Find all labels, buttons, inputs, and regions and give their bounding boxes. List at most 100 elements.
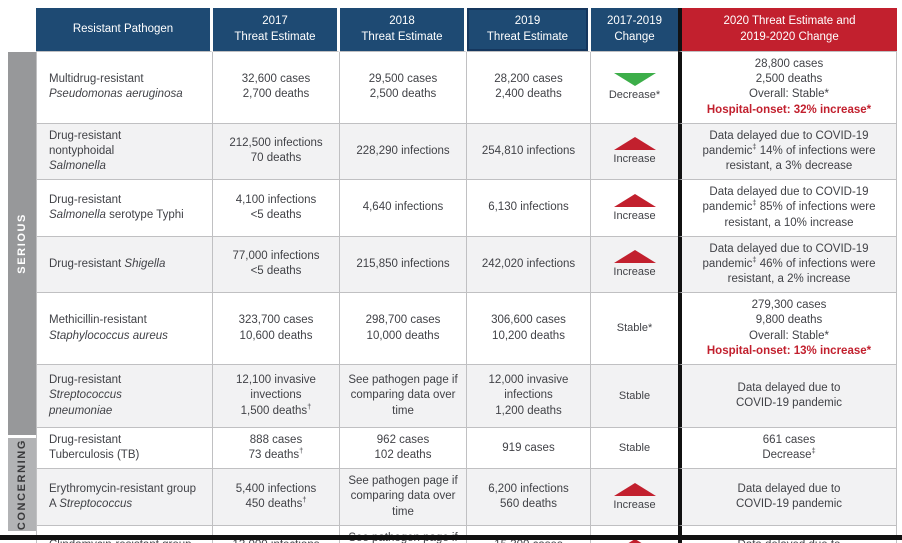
pathogen-name-segment: Tuberculosis (TB) bbox=[49, 449, 140, 462]
pathogen-name-line: Staphylococcus aureus bbox=[49, 329, 205, 344]
pathogen-name-segment: Methicillin-resistant bbox=[49, 314, 147, 327]
change-label: Stable bbox=[618, 441, 651, 454]
estimate-line: 560 deaths bbox=[500, 498, 557, 511]
column-header-line: Threat Estimate bbox=[361, 30, 443, 43]
pathogen-name-segment: Drug-resistant bbox=[49, 257, 125, 270]
column-header-2019: 2019 Threat Estimate bbox=[467, 8, 591, 52]
estimate-cell-2019: 306,600 cases 10,200 deaths bbox=[467, 293, 591, 365]
pathogen-name-line: Methicillin-resistant bbox=[49, 313, 205, 328]
estimate-line: 9,800 deaths bbox=[755, 314, 823, 327]
change-label: Increase bbox=[613, 153, 656, 166]
estimate-cell-2019: 919 cases bbox=[467, 427, 591, 470]
footnote-dagger-mark: ‡ bbox=[752, 255, 757, 265]
estimate-line: 2,400 deaths bbox=[495, 88, 562, 101]
footnote-dagger-mark: ‡ bbox=[811, 446, 816, 456]
pathogen-name-italic-segment: Salmonella bbox=[49, 160, 106, 173]
estimate-line: 661 cases bbox=[762, 433, 816, 446]
estimate-cell-2018: 215,850 infections bbox=[340, 236, 467, 294]
column-header-line: Threat Estimate bbox=[486, 30, 569, 43]
change-cell: Stable bbox=[591, 364, 678, 428]
estimate-line: 919 cases bbox=[502, 441, 555, 454]
estimate-line: 242,020 infections bbox=[481, 257, 576, 270]
estimate-line: 102 deaths bbox=[374, 449, 432, 462]
table-row-concerning: Erythromycin-resistant group A Streptococ… bbox=[36, 469, 897, 526]
pathogen-name-cell: Drug-resistant Streptococcus pneumoniae bbox=[36, 364, 213, 428]
estimate-line: Data delayed due to COVID-19 pandemic‡ 8… bbox=[702, 186, 876, 229]
change-cell: Increase bbox=[591, 236, 678, 294]
footnote-dagger-mark: † bbox=[302, 495, 307, 505]
estimate-line: Data delayed due to bbox=[689, 538, 889, 543]
estimate-cell-2020: 661 cases Decrease‡ bbox=[678, 427, 897, 470]
estimate-cell-2017: 5,400 infections 450 deaths† bbox=[213, 469, 340, 526]
column-header-change: 2017-2019 Change bbox=[591, 8, 678, 52]
estimate-line: <5 deaths bbox=[250, 265, 302, 278]
pathogen-name-italic-segment: Streptococcus bbox=[59, 498, 133, 511]
estimate-cell-2019: 6,130 infections bbox=[467, 180, 591, 237]
pathogen-name-line: Streptococcus bbox=[49, 388, 205, 403]
estimate-line: 12,000 invasive infections bbox=[488, 374, 569, 402]
estimate-line: 12,100 invasive invections bbox=[236, 374, 316, 402]
table-row-serious: Drug-resistant Tuberculosis (TB) 888 cases… bbox=[36, 427, 897, 470]
pathogen-name-line: A Streptococcus bbox=[49, 497, 205, 512]
estimate-line: 228,290 infections bbox=[356, 144, 450, 157]
column-header-line: 2017 bbox=[262, 14, 288, 27]
estimate-line: 212,500 infections bbox=[229, 137, 323, 150]
pathogen-name-italic-segment: Salmonella bbox=[49, 208, 106, 221]
increase-triangle-icon bbox=[613, 137, 656, 151]
estimate-line: 6,200 infections bbox=[488, 482, 569, 495]
pathogen-name-cell: Drug-resistant Shigella bbox=[36, 236, 213, 294]
pathogen-name-line: Drug-resistant bbox=[49, 373, 205, 388]
table-row-serious: Drug-resistant Salmonella serotype Typhi 4… bbox=[36, 180, 897, 237]
pathogen-name-line: Drug-resistant Shigella bbox=[49, 257, 205, 272]
pathogen-name-line: Salmonella bbox=[49, 159, 205, 174]
estimate-line: 10,600 deaths bbox=[239, 329, 313, 342]
estimate-line: 10,000 deaths bbox=[366, 329, 440, 342]
column-header-line: 2018 bbox=[389, 14, 415, 27]
estimate-line: 13,000 infections bbox=[220, 538, 332, 543]
hospital-onset-highlight-line: Hospital-onset: 32% increase* bbox=[706, 103, 872, 116]
estimate-cell-2018: 962 cases 102 deaths bbox=[340, 427, 467, 470]
estimate-cell-2019: 28,200 cases 2,400 deaths bbox=[467, 52, 591, 124]
pathogen-name-cell: Drug-resistant Tuberculosis (TB) bbox=[36, 427, 213, 470]
estimate-line: 298,700 cases bbox=[365, 314, 441, 327]
estimate-cell-2017: 32,600 cases 2,700 deaths bbox=[213, 52, 340, 124]
change-label: Stable* bbox=[616, 322, 653, 335]
pathogen-name-segment: Drug-resistant bbox=[49, 433, 122, 446]
pathogen-name-segment: Drug-resistant bbox=[49, 374, 122, 387]
estimate-line: 10,200 deaths bbox=[492, 329, 565, 342]
pathogen-name-line: Multidrug-resistant bbox=[49, 72, 205, 87]
estimate-line: Data delayed due to COVID-19 pandemic‡ 4… bbox=[702, 242, 876, 286]
estimate-cell-2019: 12,000 invasive infections 1,200 deaths bbox=[467, 364, 591, 428]
pathogen-name-cell: Drug-resistant nontyphoidal Salmonella bbox=[36, 123, 213, 181]
category-bar-serious: SERIOUS bbox=[8, 52, 36, 435]
pathogen-name-line: pneumoniae bbox=[49, 404, 205, 419]
change-cell: Increase bbox=[591, 123, 678, 181]
increase-triangle-icon bbox=[613, 539, 656, 543]
estimate-line: 28,800 cases bbox=[754, 58, 824, 70]
column-header-line: Change bbox=[614, 30, 655, 43]
increase-triangle-icon bbox=[613, 482, 656, 496]
change-cell: Stable bbox=[591, 427, 678, 470]
estimate-line: 4,100 infections bbox=[235, 193, 317, 206]
pathogen-name-line: Pseudomonas aeruginosa bbox=[49, 87, 205, 102]
column-header-line: 2019-2020 Change bbox=[740, 30, 839, 43]
category-bar-concerning: CONCERNING bbox=[8, 438, 36, 531]
column-header-line: 2017-2019 bbox=[607, 14, 662, 27]
pathogen-name-cell: Methicillin-resistant Staphylococcus aure… bbox=[36, 293, 213, 365]
change-label: Decrease* bbox=[608, 89, 661, 102]
estimate-line: <5 deaths bbox=[250, 208, 302, 221]
estimate-cell-2018: 298,700 cases 10,000 deaths bbox=[340, 293, 467, 365]
pathogen-name-segment: serotype Typhi bbox=[105, 208, 184, 221]
estimate-line: 4,640 infections bbox=[362, 201, 444, 214]
pathogen-name-line: Drug-resistant bbox=[49, 433, 205, 448]
column-header-2020: 2020 Threat Estimate and 2019-2020 Change bbox=[678, 8, 897, 52]
estimate-line: 279,300 cases bbox=[751, 299, 827, 312]
pathogen-name-segment: Erythromycin-resistant group bbox=[49, 482, 196, 495]
column-header-line: 2020 Threat Estimate and bbox=[723, 14, 856, 27]
change-label: Stable bbox=[618, 389, 651, 402]
estimate-line: 962 cases bbox=[376, 433, 430, 446]
column-header-line: 2019 bbox=[514, 14, 541, 27]
pathogen-name-line: Clindamycin-resistant group bbox=[49, 538, 205, 543]
estimate-line: 215,850 infections bbox=[356, 257, 450, 270]
